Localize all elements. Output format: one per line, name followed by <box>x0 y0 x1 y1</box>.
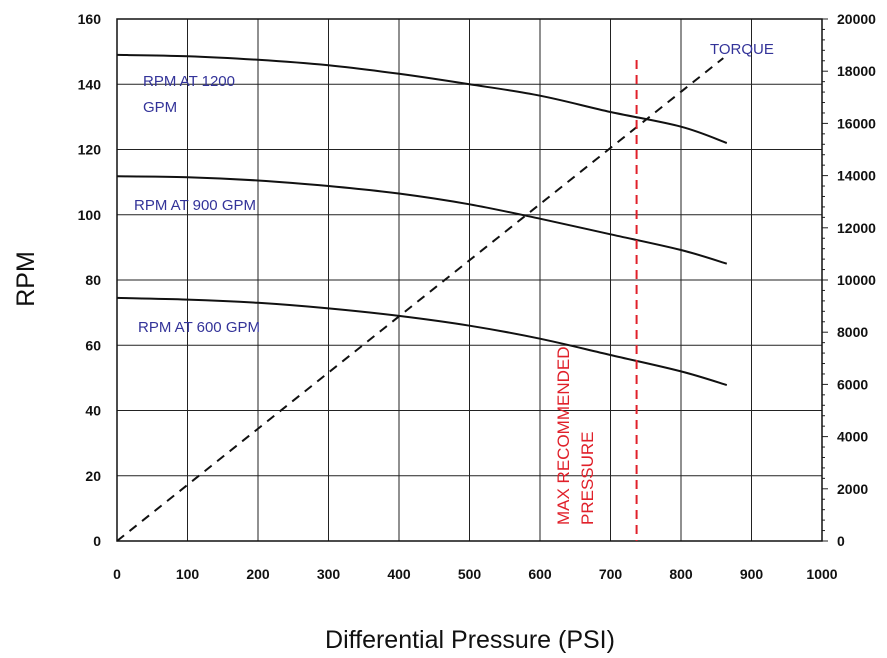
x-tick-label: 300 <box>317 566 341 582</box>
series-label: RPM AT 600 GPM <box>138 319 260 336</box>
series-label: GPM <box>143 99 177 116</box>
y-axis-title: RPM <box>12 251 40 307</box>
annotation-layer: MAX RECOMMENDED PRESSURE <box>554 60 638 541</box>
y2-tick-label: 2000 <box>837 481 868 497</box>
y2-tick-label: 14000 <box>837 168 876 184</box>
plot-frame <box>116 18 828 542</box>
y-tick-label: 0 <box>93 533 101 549</box>
max-pressure-label: MAX RECOMMENDED <box>554 346 573 525</box>
y2-tick-label: 10000 <box>837 272 876 288</box>
plot-border <box>116 18 823 542</box>
x-axis-title: Differential Pressure (PSI) <box>325 626 615 654</box>
series-line-rpm-at-1200-gpm <box>116 53 728 144</box>
series-labels: RPM AT 1200 GPM RPM AT 900 GPM RPM AT 600 G… <box>134 41 774 336</box>
x-tick-label: 600 <box>528 566 552 582</box>
y2-tick-label: 0 <box>837 533 845 549</box>
series-label: RPM AT 1200 <box>143 73 235 90</box>
x-tick-label: 0 <box>113 566 121 582</box>
y2-tick-label: 6000 <box>837 376 868 392</box>
max-pressure-label: PRESSURE <box>578 431 597 525</box>
y2-tick-label: 20000 <box>837 11 876 27</box>
x-tick-label: 400 <box>387 566 411 582</box>
y-tick-label: 120 <box>78 142 102 158</box>
x-tick-label: 900 <box>740 566 764 582</box>
series-line-rpm-at-900-gpm <box>116 175 728 265</box>
x-tick-label: 200 <box>246 566 270 582</box>
series-label: RPM AT 900 GPM <box>134 197 256 214</box>
y2-tick-label: 12000 <box>837 220 876 236</box>
y-tick-label: 40 <box>85 403 101 419</box>
series-layer <box>116 53 728 542</box>
y2-tick-label: 8000 <box>837 324 868 340</box>
y-tick-label: 60 <box>85 337 101 353</box>
x-tick-label: 800 <box>669 566 693 582</box>
y-tick-label: 80 <box>85 272 101 288</box>
y-tick-label: 140 <box>78 76 102 92</box>
y2-tick-label: 4000 <box>837 429 868 445</box>
x-tick-label: 700 <box>599 566 623 582</box>
series-line-rpm-at-600-gpm <box>116 296 728 387</box>
x-tick-label: 500 <box>458 566 482 582</box>
y-tick-label: 20 <box>85 468 101 484</box>
y-tick-label: 160 <box>78 11 102 27</box>
tick-labels: 0 100 200 300 400 500 600 700 800 900 100002040608… <box>78 11 877 582</box>
series-label: TORQUE <box>710 41 774 58</box>
y2-tick-label: 18000 <box>837 63 876 79</box>
x-tick-label: 100 <box>176 566 200 582</box>
y-tick-label: 100 <box>78 207 102 223</box>
y2-tick-label: 16000 <box>837 115 876 131</box>
series-line-torque <box>116 57 724 542</box>
x-tick-label: 1000 <box>806 566 837 582</box>
grid <box>116 18 823 542</box>
